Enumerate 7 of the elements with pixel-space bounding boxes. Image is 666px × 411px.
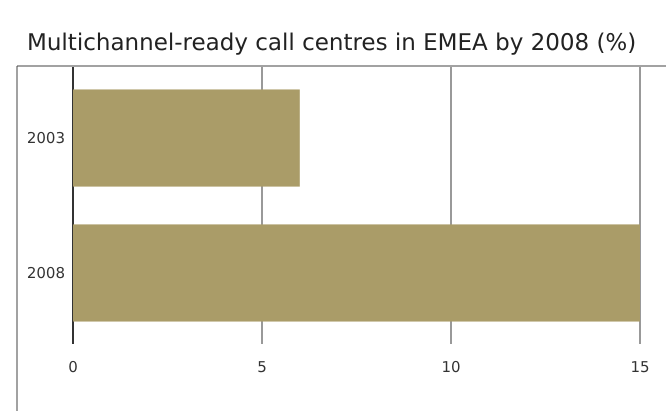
chart-title: Multichannel-ready call centres in EMEA by 2008 (%) [27, 30, 636, 56]
y-tick-label: 2008 [26, 264, 65, 282]
x-tick-label: 0 [68, 358, 78, 376]
y-tick-label: 2003 [26, 129, 65, 148]
x-tick-label: 10 [441, 358, 461, 376]
x-tick-label: 15 [630, 358, 650, 376]
x-tick-label: 5 [257, 358, 267, 376]
